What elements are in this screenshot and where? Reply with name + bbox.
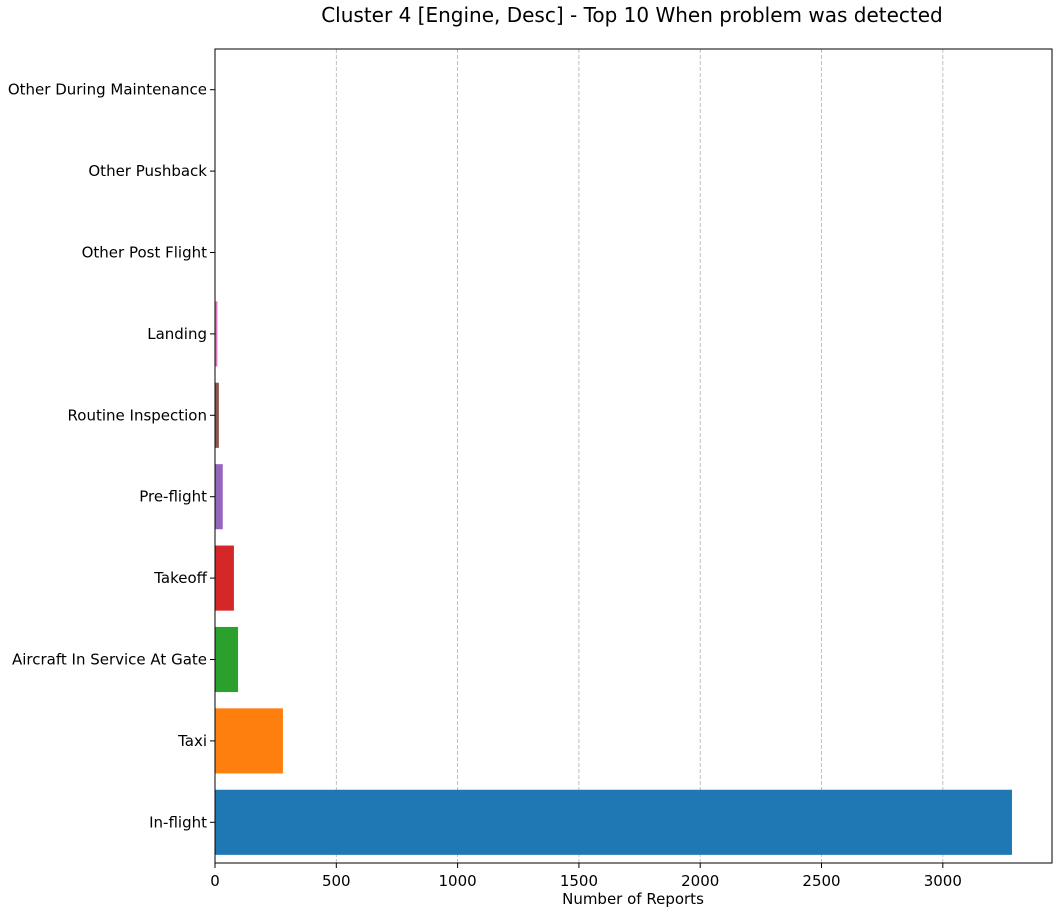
bar-takeoff (215, 545, 234, 611)
y-tick-label-other-during-maintenance: Other During Maintenance (8, 81, 207, 99)
bar-taxi (215, 708, 283, 774)
y-axis-ticks: In-flight Taxi Aircraft In Service At Gate… (8, 81, 215, 831)
grid-lines (335, 49, 944, 863)
x-tick-label-500: 500 (322, 872, 351, 890)
y-tick-label-in-flight: In-flight (149, 813, 207, 831)
bar-landing (215, 301, 218, 367)
bar-routine-inspection (215, 382, 219, 448)
bars (215, 57, 1012, 855)
x-axis-ticks: 0 500 1000 1500 2000 2500 3000 (210, 863, 962, 890)
bar-pre-flight (215, 464, 223, 530)
y-tick-label-taxi: Taxi (177, 732, 207, 750)
x-tick-label-3000: 3000 (924, 872, 962, 890)
y-tick-label-other-pushback: Other Pushback (88, 162, 207, 180)
bar-aircraft-in-service-at-gate (215, 626, 239, 693)
x-tick-label-0: 0 (210, 872, 220, 890)
x-tick-label-2500: 2500 (802, 872, 840, 890)
y-tick-label-takeoff: Takeoff (153, 569, 207, 587)
chart-title: Cluster 4 [Engine, Desc] - Top 10 When p… (321, 3, 943, 27)
y-tick-label-landing: Landing (147, 325, 207, 343)
x-tick-label-1000: 1000 (439, 872, 477, 890)
plot-area-frame (214, 48, 1053, 864)
x-tick-label-2000: 2000 (681, 872, 719, 890)
y-tick-label-pre-flight: Pre-flight (139, 488, 207, 506)
x-tick-label-1500: 1500 (560, 872, 598, 890)
y-tick-label-routine-inspection: Routine Inspection (68, 406, 207, 424)
y-tick-label-aircraft-in-service-at-gate: Aircraft In Service At Gate (12, 651, 207, 669)
y-tick-label-other-post-flight: Other Post Flight (82, 244, 208, 262)
x-axis-label: Number of Reports (562, 890, 704, 908)
bar-in-flight (215, 789, 1012, 855)
